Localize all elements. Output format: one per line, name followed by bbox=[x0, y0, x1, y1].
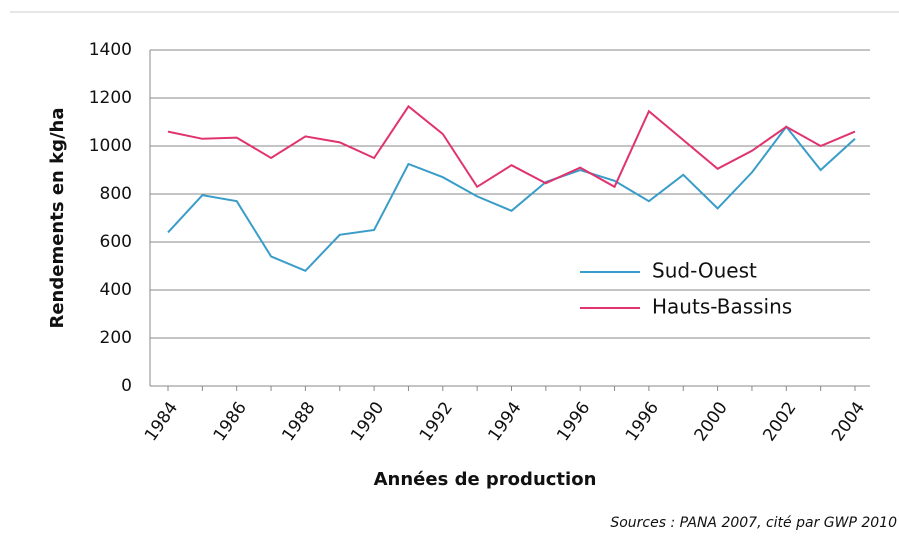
legend-label: Hauts-Bassins bbox=[652, 295, 792, 319]
y-tick-label: 0 bbox=[121, 376, 132, 396]
y-tick-label: 1200 bbox=[89, 88, 132, 108]
y-tick-label: 400 bbox=[100, 280, 132, 300]
x-tick-label: 1984 bbox=[141, 398, 182, 445]
x-tick-label: 2000 bbox=[691, 398, 732, 445]
x-tick-label: 1996 bbox=[622, 398, 663, 445]
y-tick-label: 800 bbox=[100, 184, 132, 204]
source-note: Sources : PANA 2007, cité par GWP 2010 bbox=[610, 515, 897, 531]
y-tick-label: 600 bbox=[100, 232, 132, 252]
x-tick-label: 1992 bbox=[416, 398, 457, 445]
y-tick-label: 1400 bbox=[89, 40, 132, 60]
x-tick-label: 1996 bbox=[553, 398, 594, 445]
series-line bbox=[167, 104, 856, 189]
x-axis-label: Années de production bbox=[374, 469, 597, 490]
x-tick-label: 2004 bbox=[828, 398, 869, 445]
series-line bbox=[167, 125, 856, 272]
y-axis-label: Rendements en kg/ha bbox=[47, 107, 68, 328]
x-tick-label: 2002 bbox=[759, 398, 800, 445]
y-tick-label: 200 bbox=[100, 328, 132, 348]
x-tick-label: 1994 bbox=[484, 398, 525, 445]
x-tick-label: 1986 bbox=[210, 398, 251, 445]
x-tick-label: 1988 bbox=[278, 398, 319, 445]
y-tick-label: 1000 bbox=[89, 136, 132, 156]
x-tick-label: 1990 bbox=[347, 398, 388, 445]
legend-label: Sud-Ouest bbox=[652, 259, 757, 283]
